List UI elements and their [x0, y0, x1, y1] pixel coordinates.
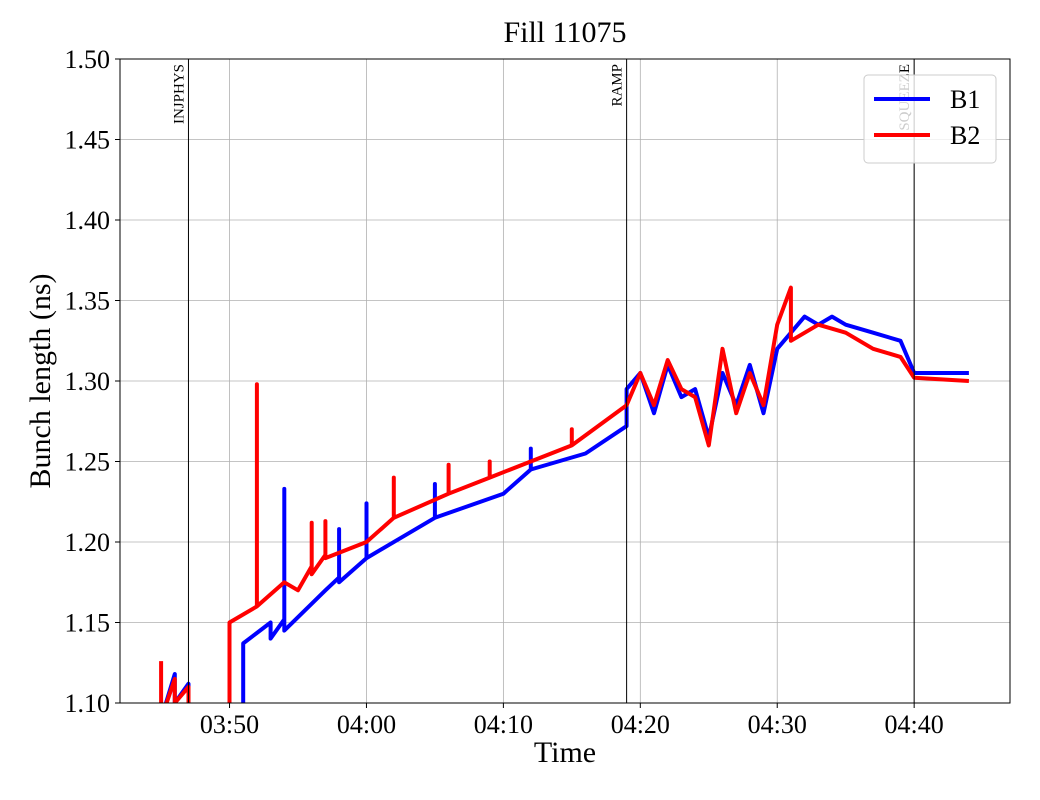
x-axis-label: Time	[534, 736, 596, 769]
y-tick-label: 1.35	[65, 287, 111, 316]
x-tick-label: 03:50	[200, 710, 259, 739]
x-tick-label: 04:00	[337, 710, 396, 739]
series-line	[159, 285, 970, 703]
event-label: RAMP	[610, 64, 626, 107]
x-tick-label: 04:40	[885, 710, 944, 739]
y-axis-label: Bunch length (ns)	[24, 274, 57, 489]
plot-frame	[119, 58, 1011, 704]
plot-area	[159, 285, 970, 703]
axes: 1.10 1.15 1.20 1.25 1.30 1.35 1.40 1.45 1.50 03:5…	[65, 45, 997, 739]
legend-label: B2	[950, 121, 980, 150]
y-tick-label: 1.20	[65, 528, 111, 557]
y-tick-label: 1.45	[65, 126, 111, 155]
x-tick-label: 04:30	[748, 710, 807, 739]
y-tick-label: 1.15	[65, 609, 111, 638]
y-tick-label: 1.10	[65, 689, 111, 718]
x-tick-label: 04:10	[474, 710, 533, 739]
event-label: INJPHYS	[171, 64, 187, 124]
y-tick-label: 1.50	[65, 45, 111, 74]
x-tick-label: 04:20	[611, 710, 670, 739]
legend-label: B1	[950, 85, 980, 114]
y-tick-label: 1.40	[65, 206, 111, 235]
y-tick-label: 1.25	[65, 448, 111, 477]
chart-title: Fill 11075	[503, 16, 626, 49]
y-tick-label: 1.30	[65, 367, 111, 396]
